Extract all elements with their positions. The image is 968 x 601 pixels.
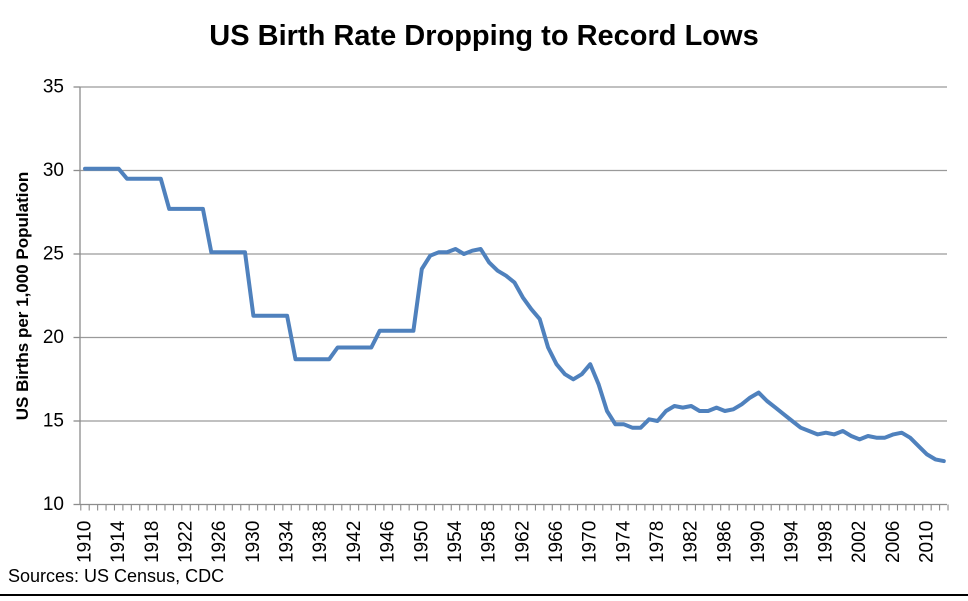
x-tick-label: 1978 bbox=[647, 521, 668, 563]
x-tick-label: 2006 bbox=[883, 521, 904, 563]
x-tick-label: 1970 bbox=[580, 521, 601, 563]
x-tick-label: 1986 bbox=[714, 521, 735, 563]
bottom-border-rule bbox=[0, 594, 968, 596]
x-tick-label: 1966 bbox=[546, 521, 567, 563]
x-tick-label: 1946 bbox=[378, 521, 399, 563]
x-tick-label: 1910 bbox=[75, 521, 96, 563]
x-tick-label: 1914 bbox=[108, 520, 129, 563]
x-tick-label: 1994 bbox=[782, 520, 803, 563]
x-tick-label: 1926 bbox=[209, 521, 230, 563]
y-tick-label: 10 bbox=[43, 494, 64, 515]
birth-rate-line bbox=[83, 166, 946, 464]
y-tick-label: 35 bbox=[43, 77, 64, 98]
x-tick-label: 1950 bbox=[411, 521, 432, 563]
x-tick-label: 2002 bbox=[849, 521, 870, 563]
y-tick-label: 15 bbox=[43, 411, 64, 432]
x-tick-label: 1938 bbox=[310, 521, 331, 563]
source-note: Sources: US Census, CDC bbox=[8, 566, 225, 586]
chart-title: US Birth Rate Dropping to Record Lows bbox=[209, 20, 759, 52]
x-tick-label: 1962 bbox=[512, 521, 533, 563]
x-tick-label: 1934 bbox=[277, 520, 298, 563]
x-tick-label: 1954 bbox=[445, 520, 466, 563]
x-tick-label: 1918 bbox=[142, 521, 163, 563]
x-tick-label: 1942 bbox=[344, 521, 365, 563]
x-tick-label: 2010 bbox=[916, 521, 937, 563]
x-tick-label: 1930 bbox=[243, 521, 264, 563]
x-tick-label: 1958 bbox=[479, 521, 500, 563]
x-tick-label: 1922 bbox=[176, 521, 197, 563]
x-tick-label: 1998 bbox=[815, 521, 836, 563]
x-tick-label: 1990 bbox=[748, 521, 769, 563]
y-tick-label: 20 bbox=[43, 327, 64, 348]
x-tick-label: 1982 bbox=[681, 521, 702, 563]
y-tick-label: 30 bbox=[43, 160, 64, 181]
y-tick-label: 25 bbox=[43, 244, 64, 265]
x-tick-label: 1974 bbox=[613, 520, 634, 563]
